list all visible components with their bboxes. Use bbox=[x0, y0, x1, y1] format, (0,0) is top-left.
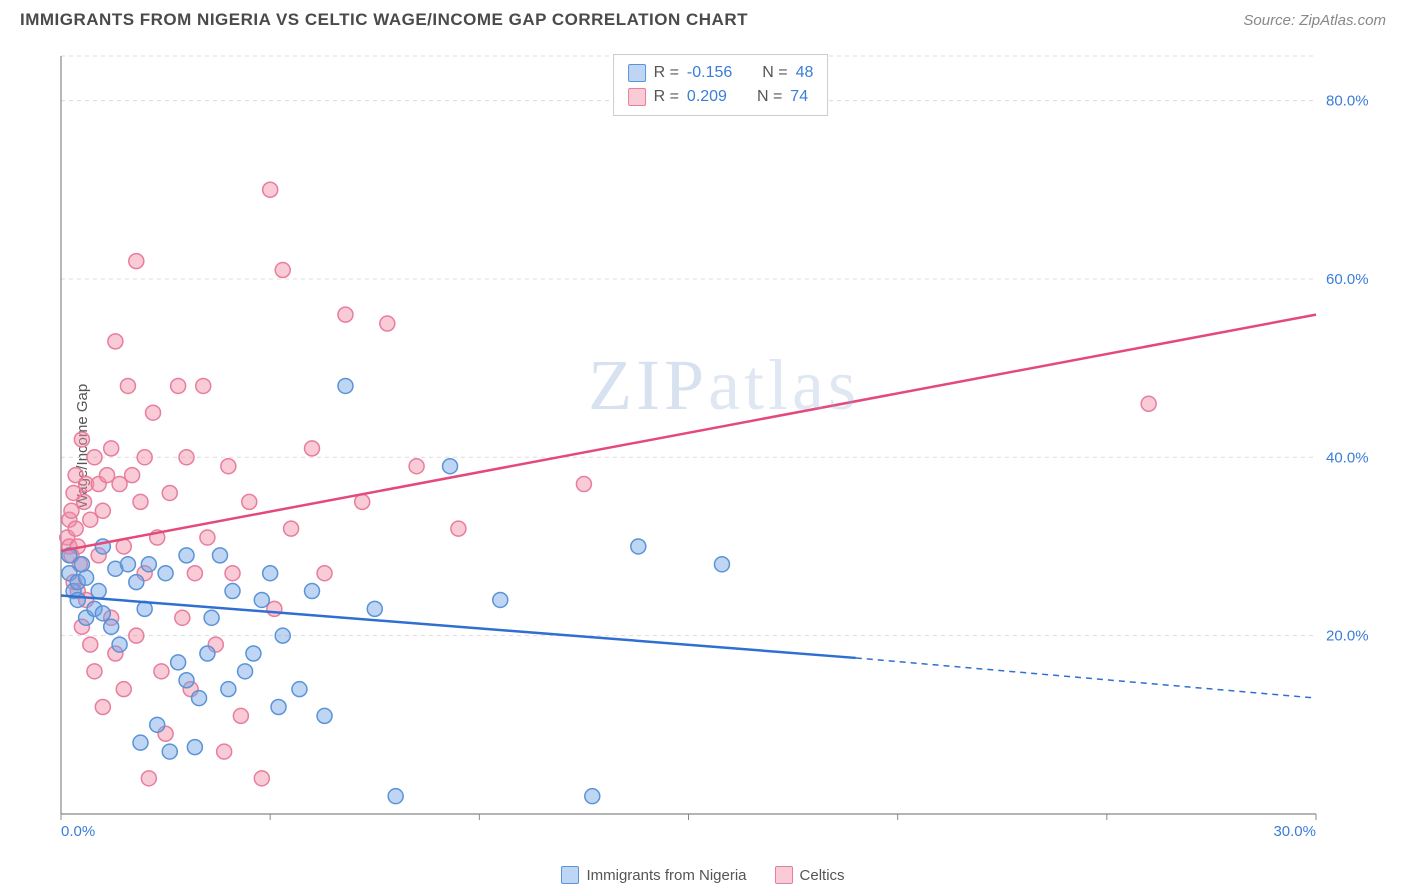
stats-row-2: R = 0.209 N = 74 bbox=[628, 85, 814, 109]
legend-item-1: Immigrants from Nigeria bbox=[561, 866, 746, 884]
legend-swatch-2 bbox=[775, 866, 793, 884]
stats-legend-box: R = -0.156 N = 48 R = 0.209 N = 74 bbox=[613, 54, 829, 116]
n-label-2: N = bbox=[757, 85, 782, 109]
legend-label-1: Immigrants from Nigeria bbox=[586, 867, 746, 884]
r-value-1: -0.156 bbox=[687, 61, 732, 85]
source-name: ZipAtlas.com bbox=[1299, 12, 1386, 29]
plot-area: 0.0% 30.0% 20.0% 40.0% 60.0% 80.0% R = -0.156… bbox=[55, 50, 1386, 842]
bottom-legend: Immigrants from Nigeria Celtics bbox=[0, 866, 1406, 884]
n-value-1: 48 bbox=[796, 61, 814, 85]
r-label-2: R = bbox=[654, 85, 679, 109]
source-label: Source: bbox=[1243, 12, 1299, 29]
r-value-2: 0.209 bbox=[687, 85, 727, 109]
stats-row-1: R = -0.156 N = 48 bbox=[628, 61, 814, 85]
n-value-2: 74 bbox=[790, 85, 808, 109]
n-label-1: N = bbox=[762, 61, 787, 85]
title-bar: IMMIGRANTS FROM NIGERIA VS CELTIC WAGE/I… bbox=[0, 0, 1406, 36]
swatch-series-2 bbox=[628, 88, 646, 106]
r-label-1: R = bbox=[654, 61, 679, 85]
legend-label-2: Celtics bbox=[800, 867, 845, 884]
svg-text:0.0%: 0.0% bbox=[61, 823, 95, 840]
scatter-plot-svg: 0.0% 30.0% 20.0% 40.0% 60.0% 80.0% bbox=[55, 50, 1386, 842]
svg-text:20.0%: 20.0% bbox=[1326, 628, 1369, 645]
swatch-series-1 bbox=[628, 64, 646, 82]
legend-item-2: Celtics bbox=[775, 866, 845, 884]
svg-text:40.0%: 40.0% bbox=[1326, 449, 1369, 466]
chart-title: IMMIGRANTS FROM NIGERIA VS CELTIC WAGE/I… bbox=[20, 10, 748, 30]
svg-text:80.0%: 80.0% bbox=[1326, 93, 1369, 110]
source-credit: Source: ZipAtlas.com bbox=[1243, 12, 1386, 29]
svg-text:60.0%: 60.0% bbox=[1326, 271, 1369, 288]
svg-text:30.0%: 30.0% bbox=[1273, 823, 1316, 840]
legend-swatch-1 bbox=[561, 866, 579, 884]
